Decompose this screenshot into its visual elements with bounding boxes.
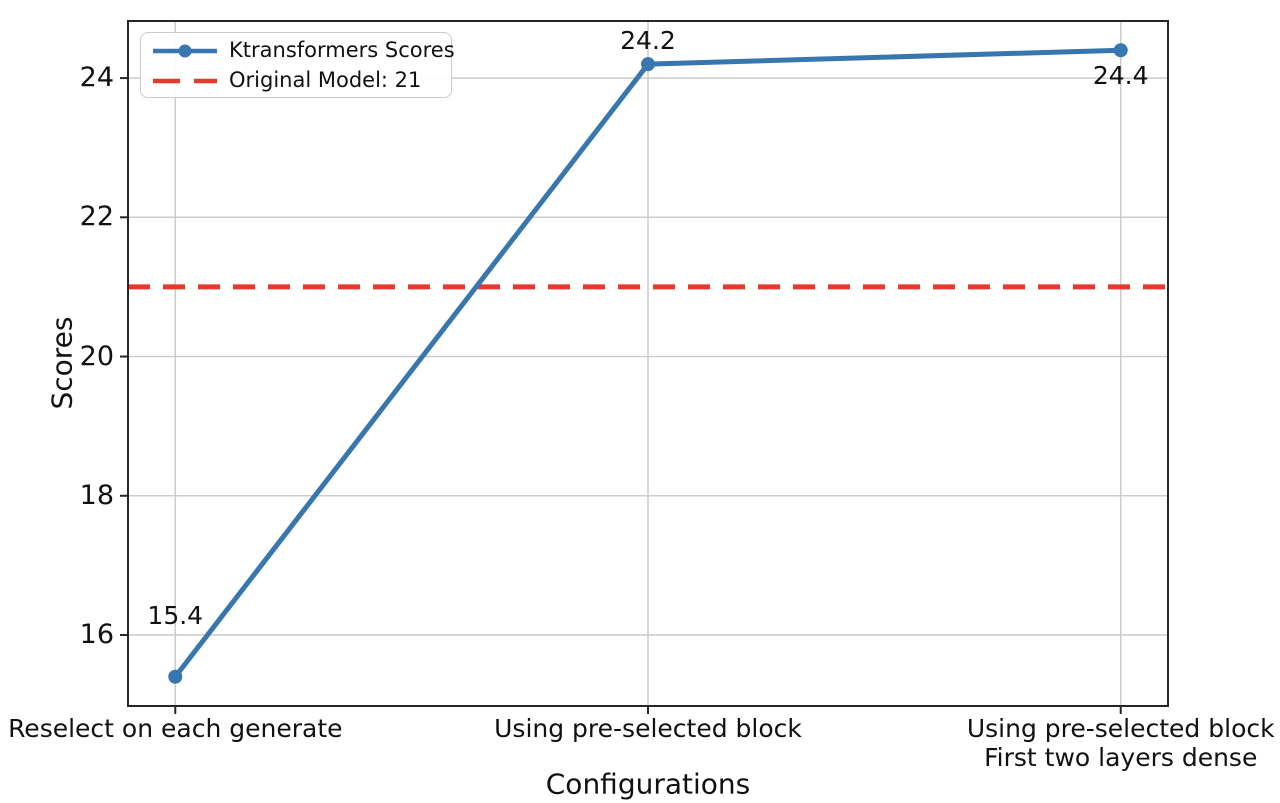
legend-item-ktransformers-scores: Ktransformers Scores — [151, 38, 455, 62]
y-tick-label: 20 — [79, 340, 114, 372]
x-tick-label: Using pre-selected block — [494, 714, 802, 743]
dashed-line-sample-icon — [151, 71, 219, 89]
y-tick-label: 22 — [79, 201, 114, 233]
data-point-marker — [1113, 43, 1128, 58]
line-marker-sample-icon — [151, 41, 219, 59]
data-point-label: 24.4 — [1092, 61, 1149, 91]
legend-item-original-model: Original Model: 21 — [151, 68, 441, 92]
y-axis-title: Scores — [45, 316, 79, 410]
x-axis-title: Configurations — [545, 767, 751, 801]
y-tick-label: 16 — [79, 618, 114, 650]
x-tick-label: Using pre-selected block First two layer… — [966, 714, 1275, 772]
legend-label-series: Ktransformers Scores — [229, 38, 455, 63]
x-tick-label: Reselect on each generate — [8, 714, 343, 743]
y-tick-label: 24 — [79, 62, 114, 94]
data-point-marker — [168, 669, 183, 684]
legend: Ktransformers Scores Original Model: 21 — [140, 32, 455, 98]
marker-glyph — [178, 44, 192, 58]
data-point-label: 15.4 — [147, 600, 204, 630]
legend-label-reference: Original Model: 21 — [229, 67, 422, 92]
y-tick-label: 18 — [79, 479, 114, 511]
data-point-marker — [641, 57, 655, 72]
data-point-label: 24.2 — [620, 26, 676, 56]
